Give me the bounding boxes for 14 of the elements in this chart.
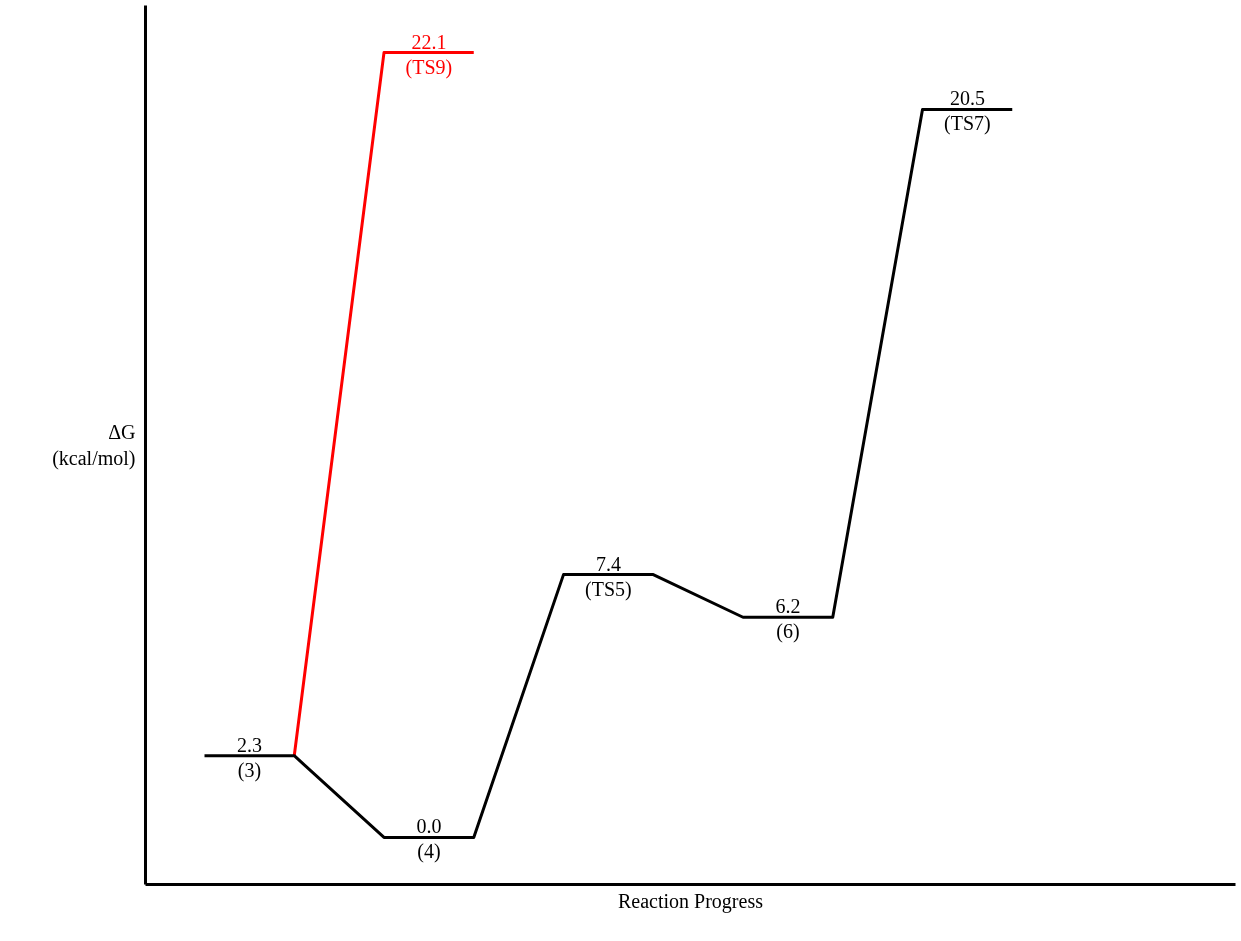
y-axis-title: ΔG (kcal/mol) xyxy=(52,420,136,471)
annotation: (TS7) xyxy=(944,112,991,136)
x-axis-title: Reaction Progress xyxy=(618,889,764,913)
data-label: 20.5 xyxy=(949,87,985,110)
annotation: (4) xyxy=(417,840,441,864)
annotation: (3) xyxy=(237,758,262,782)
data-label: 6.2 xyxy=(775,595,801,618)
data-label: 0.0 xyxy=(416,815,442,838)
data-label: 2.3 xyxy=(236,733,262,756)
data-label: 22.1 xyxy=(411,30,447,53)
annotation: (TS5) xyxy=(585,577,632,601)
annotation: (6) xyxy=(776,620,800,644)
annotation: (TS9) xyxy=(405,55,453,79)
data-label: 7.4 xyxy=(595,552,621,575)
